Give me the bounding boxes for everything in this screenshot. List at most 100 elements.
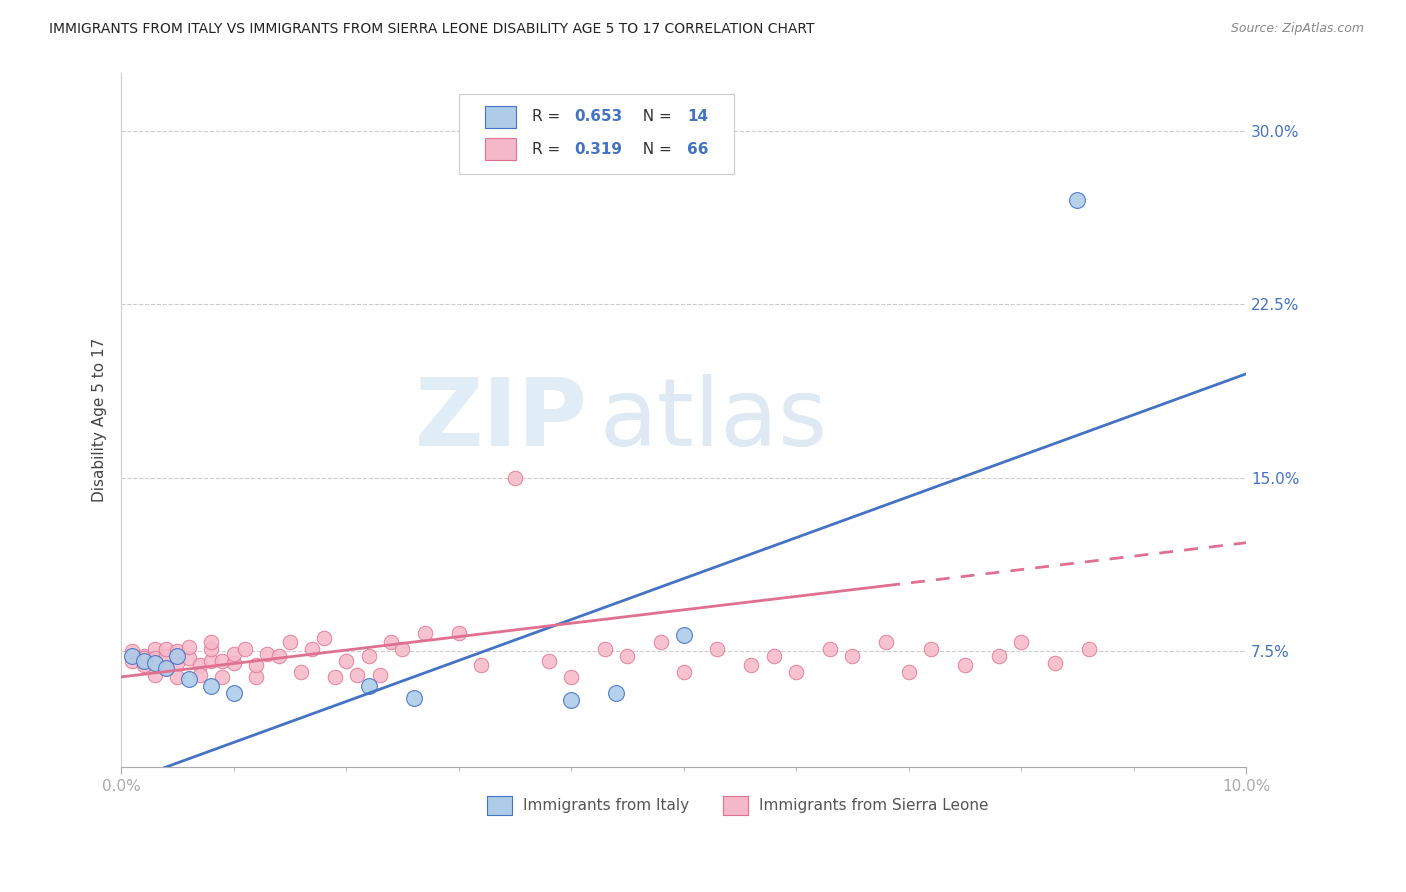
FancyBboxPatch shape	[458, 94, 734, 174]
Point	[211, 654, 233, 668]
Text: Immigrants from Italy: Immigrants from Italy	[523, 797, 689, 813]
Point	[605, 686, 627, 700]
Point	[132, 654, 155, 668]
Point	[132, 658, 155, 673]
Point	[785, 665, 807, 680]
Point	[672, 665, 695, 680]
Point	[143, 667, 166, 681]
Point	[841, 649, 863, 664]
Point	[200, 635, 222, 649]
Point	[391, 642, 413, 657]
Point	[987, 649, 1010, 664]
FancyBboxPatch shape	[486, 796, 512, 815]
Point	[875, 635, 897, 649]
Point	[346, 667, 368, 681]
Point	[470, 658, 492, 673]
Point	[1077, 642, 1099, 657]
Point	[335, 654, 357, 668]
Text: ZIP: ZIP	[415, 374, 588, 467]
Point	[897, 665, 920, 680]
Point	[222, 647, 245, 661]
Text: 66: 66	[688, 142, 709, 157]
Point	[290, 665, 312, 680]
Text: R =: R =	[531, 142, 565, 157]
Point	[256, 647, 278, 661]
Point	[200, 642, 222, 657]
Point	[155, 661, 177, 675]
Point	[166, 644, 188, 658]
Text: 14: 14	[688, 109, 709, 124]
FancyBboxPatch shape	[485, 138, 516, 161]
Point	[1066, 193, 1088, 207]
Point	[357, 649, 380, 664]
Point	[740, 658, 762, 673]
Text: 0.653: 0.653	[575, 109, 623, 124]
Point	[278, 635, 301, 649]
Point	[301, 642, 323, 657]
Point	[188, 658, 211, 673]
Point	[413, 626, 436, 640]
Text: N =: N =	[633, 142, 676, 157]
Point	[357, 679, 380, 693]
Text: R =: R =	[531, 109, 565, 124]
Point	[380, 635, 402, 649]
Point	[155, 661, 177, 675]
Point	[233, 642, 256, 657]
Point	[121, 654, 143, 668]
Point	[616, 649, 638, 664]
Point	[920, 642, 942, 657]
Text: atlas: atlas	[599, 374, 828, 467]
FancyBboxPatch shape	[485, 105, 516, 128]
Point	[143, 642, 166, 657]
Point	[1043, 656, 1066, 670]
Point	[155, 642, 177, 657]
Point	[143, 656, 166, 670]
Point	[121, 644, 143, 658]
Text: Immigrants from Sierra Leone: Immigrants from Sierra Leone	[759, 797, 988, 813]
Point	[132, 649, 155, 664]
Point	[706, 642, 728, 657]
Point	[211, 670, 233, 684]
Point	[121, 649, 143, 664]
Point	[200, 679, 222, 693]
Point	[177, 672, 200, 686]
Point	[312, 631, 335, 645]
Point	[267, 649, 290, 664]
Point	[166, 670, 188, 684]
Point	[166, 656, 188, 670]
Y-axis label: Disability Age 5 to 17: Disability Age 5 to 17	[93, 338, 107, 502]
Point	[222, 656, 245, 670]
Point	[593, 642, 616, 657]
Text: Source: ZipAtlas.com: Source: ZipAtlas.com	[1230, 22, 1364, 36]
Point	[323, 670, 346, 684]
Point	[953, 658, 976, 673]
Point	[222, 686, 245, 700]
Text: IMMIGRANTS FROM ITALY VS IMMIGRANTS FROM SIERRA LEONE DISABILITY AGE 5 TO 17 COR: IMMIGRANTS FROM ITALY VS IMMIGRANTS FROM…	[49, 22, 814, 37]
Point	[503, 471, 526, 485]
Point	[200, 654, 222, 668]
Point	[672, 628, 695, 642]
Point	[245, 670, 267, 684]
Point	[1010, 635, 1032, 649]
Point	[368, 667, 391, 681]
Point	[650, 635, 672, 649]
Point	[762, 649, 785, 664]
Point	[155, 649, 177, 664]
Point	[177, 651, 200, 665]
Point	[121, 649, 143, 664]
Point	[245, 658, 267, 673]
Point	[132, 651, 155, 665]
Text: 0.319: 0.319	[575, 142, 623, 157]
Point	[560, 693, 582, 707]
Text: N =: N =	[633, 109, 676, 124]
Point	[818, 642, 841, 657]
Point	[177, 640, 200, 654]
Point	[537, 654, 560, 668]
Point	[402, 690, 425, 705]
Point	[447, 626, 470, 640]
FancyBboxPatch shape	[723, 796, 748, 815]
Point	[560, 670, 582, 684]
Point	[188, 667, 211, 681]
Point	[143, 651, 166, 665]
Point	[166, 649, 188, 664]
